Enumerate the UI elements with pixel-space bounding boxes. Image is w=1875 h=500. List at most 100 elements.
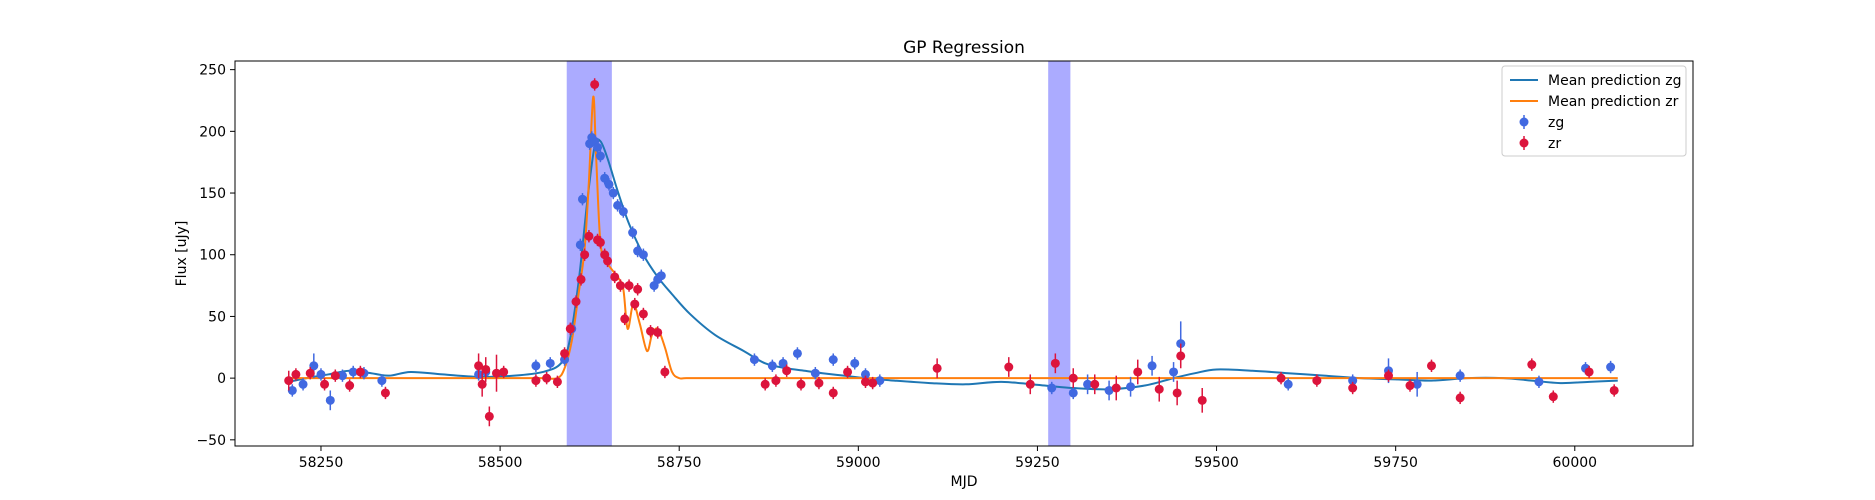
y-tick-label: 150 <box>199 186 226 202</box>
x-tick-label: 58750 <box>657 455 702 471</box>
data-point <box>584 231 594 241</box>
data-point <box>1584 367 1594 377</box>
data-point <box>653 327 663 337</box>
data-point <box>1455 393 1465 403</box>
data-point <box>477 379 487 389</box>
data-point <box>1068 373 1078 383</box>
y-tick-label: 100 <box>199 248 226 264</box>
y-tick-label: 250 <box>199 63 226 79</box>
data-point <box>828 355 838 365</box>
data-point <box>814 378 824 388</box>
data-point <box>1534 377 1544 387</box>
data-points <box>284 78 1619 427</box>
data-point <box>875 376 885 386</box>
y-tick-label: 200 <box>199 124 226 140</box>
axes-frame <box>234 60 1694 447</box>
data-point <box>1104 385 1114 395</box>
x-tick-label: 60000 <box>1553 455 1598 471</box>
legend-box <box>1501 65 1687 157</box>
data-point <box>345 381 355 391</box>
data-point <box>474 361 484 371</box>
legend-label: zr <box>1548 136 1561 152</box>
data-point <box>638 309 648 319</box>
x-tick-label: 59500 <box>1194 455 1239 471</box>
data-point <box>542 373 552 383</box>
data-point <box>593 142 603 152</box>
data-point <box>633 284 643 294</box>
x-tick-label: 59750 <box>1373 455 1418 471</box>
data-point <box>1276 373 1286 383</box>
data-point <box>615 281 625 291</box>
data-point <box>1426 361 1436 371</box>
data-point <box>320 379 330 389</box>
legend-item-zg: zg <box>1519 115 1564 131</box>
data-point <box>760 379 770 389</box>
data-point <box>1047 383 1057 393</box>
data-point <box>1455 371 1465 381</box>
data-point <box>560 348 570 358</box>
data-point <box>590 79 600 89</box>
data-point <box>1548 392 1558 402</box>
x-axis-label: MJD <box>951 474 978 490</box>
data-point <box>932 363 942 373</box>
data-point <box>337 371 347 381</box>
data-point <box>577 194 587 204</box>
data-point <box>380 388 390 398</box>
data-point <box>1283 379 1293 389</box>
y-tick-label: 0 <box>217 371 226 387</box>
data-point <box>305 368 315 378</box>
data-point <box>1609 385 1619 395</box>
data-point <box>1068 388 1078 398</box>
data-point <box>656 271 666 281</box>
data-point <box>1412 379 1422 389</box>
data-point <box>1111 383 1121 393</box>
data-point <box>377 376 387 386</box>
data-point <box>778 358 788 368</box>
data-point <box>1606 362 1616 372</box>
x-tick-label: 59250 <box>1015 455 1060 471</box>
data-point <box>792 348 802 358</box>
legend-item-mean-prediction-zg: Mean prediction zg <box>1510 73 1682 89</box>
data-point <box>624 281 634 291</box>
y-tick-label: −50 <box>196 433 226 449</box>
data-point <box>1169 367 1179 377</box>
data-point <box>638 250 648 260</box>
data-point <box>284 376 294 386</box>
data-point <box>1090 379 1100 389</box>
data-point <box>608 188 618 198</box>
data-point <box>618 207 628 217</box>
data-point <box>545 358 555 368</box>
chart-title: GP Regression <box>903 38 1025 58</box>
data-point <box>620 314 630 324</box>
legend-label: Mean prediction zr <box>1548 94 1679 110</box>
x-tick-label: 58500 <box>478 455 523 471</box>
data-point <box>309 361 319 371</box>
data-point <box>287 385 297 395</box>
data-point <box>580 250 590 260</box>
data-point <box>1176 351 1186 361</box>
x-tick-label: 59000 <box>836 455 881 471</box>
data-point <box>1348 383 1358 393</box>
series-points-zr <box>284 78 1619 427</box>
data-point <box>1147 361 1157 371</box>
data-point <box>1083 379 1093 389</box>
data-point <box>316 369 326 379</box>
y-tick-label: 50 <box>208 309 226 325</box>
data-point <box>771 376 781 386</box>
data-point <box>1348 376 1358 386</box>
data-point <box>843 367 853 377</box>
data-point <box>810 368 820 378</box>
x-tick-label: 58250 <box>299 455 344 471</box>
data-point <box>796 379 806 389</box>
data-point <box>1312 376 1322 386</box>
legend-item-zr: zr <box>1519 136 1561 152</box>
data-point <box>531 361 541 371</box>
data-point <box>660 367 670 377</box>
data-point <box>595 237 605 247</box>
data-point <box>1384 371 1394 381</box>
y-axis-label: Flux [uJy] <box>174 221 190 287</box>
data-point <box>1527 360 1537 370</box>
data-point <box>348 367 358 377</box>
